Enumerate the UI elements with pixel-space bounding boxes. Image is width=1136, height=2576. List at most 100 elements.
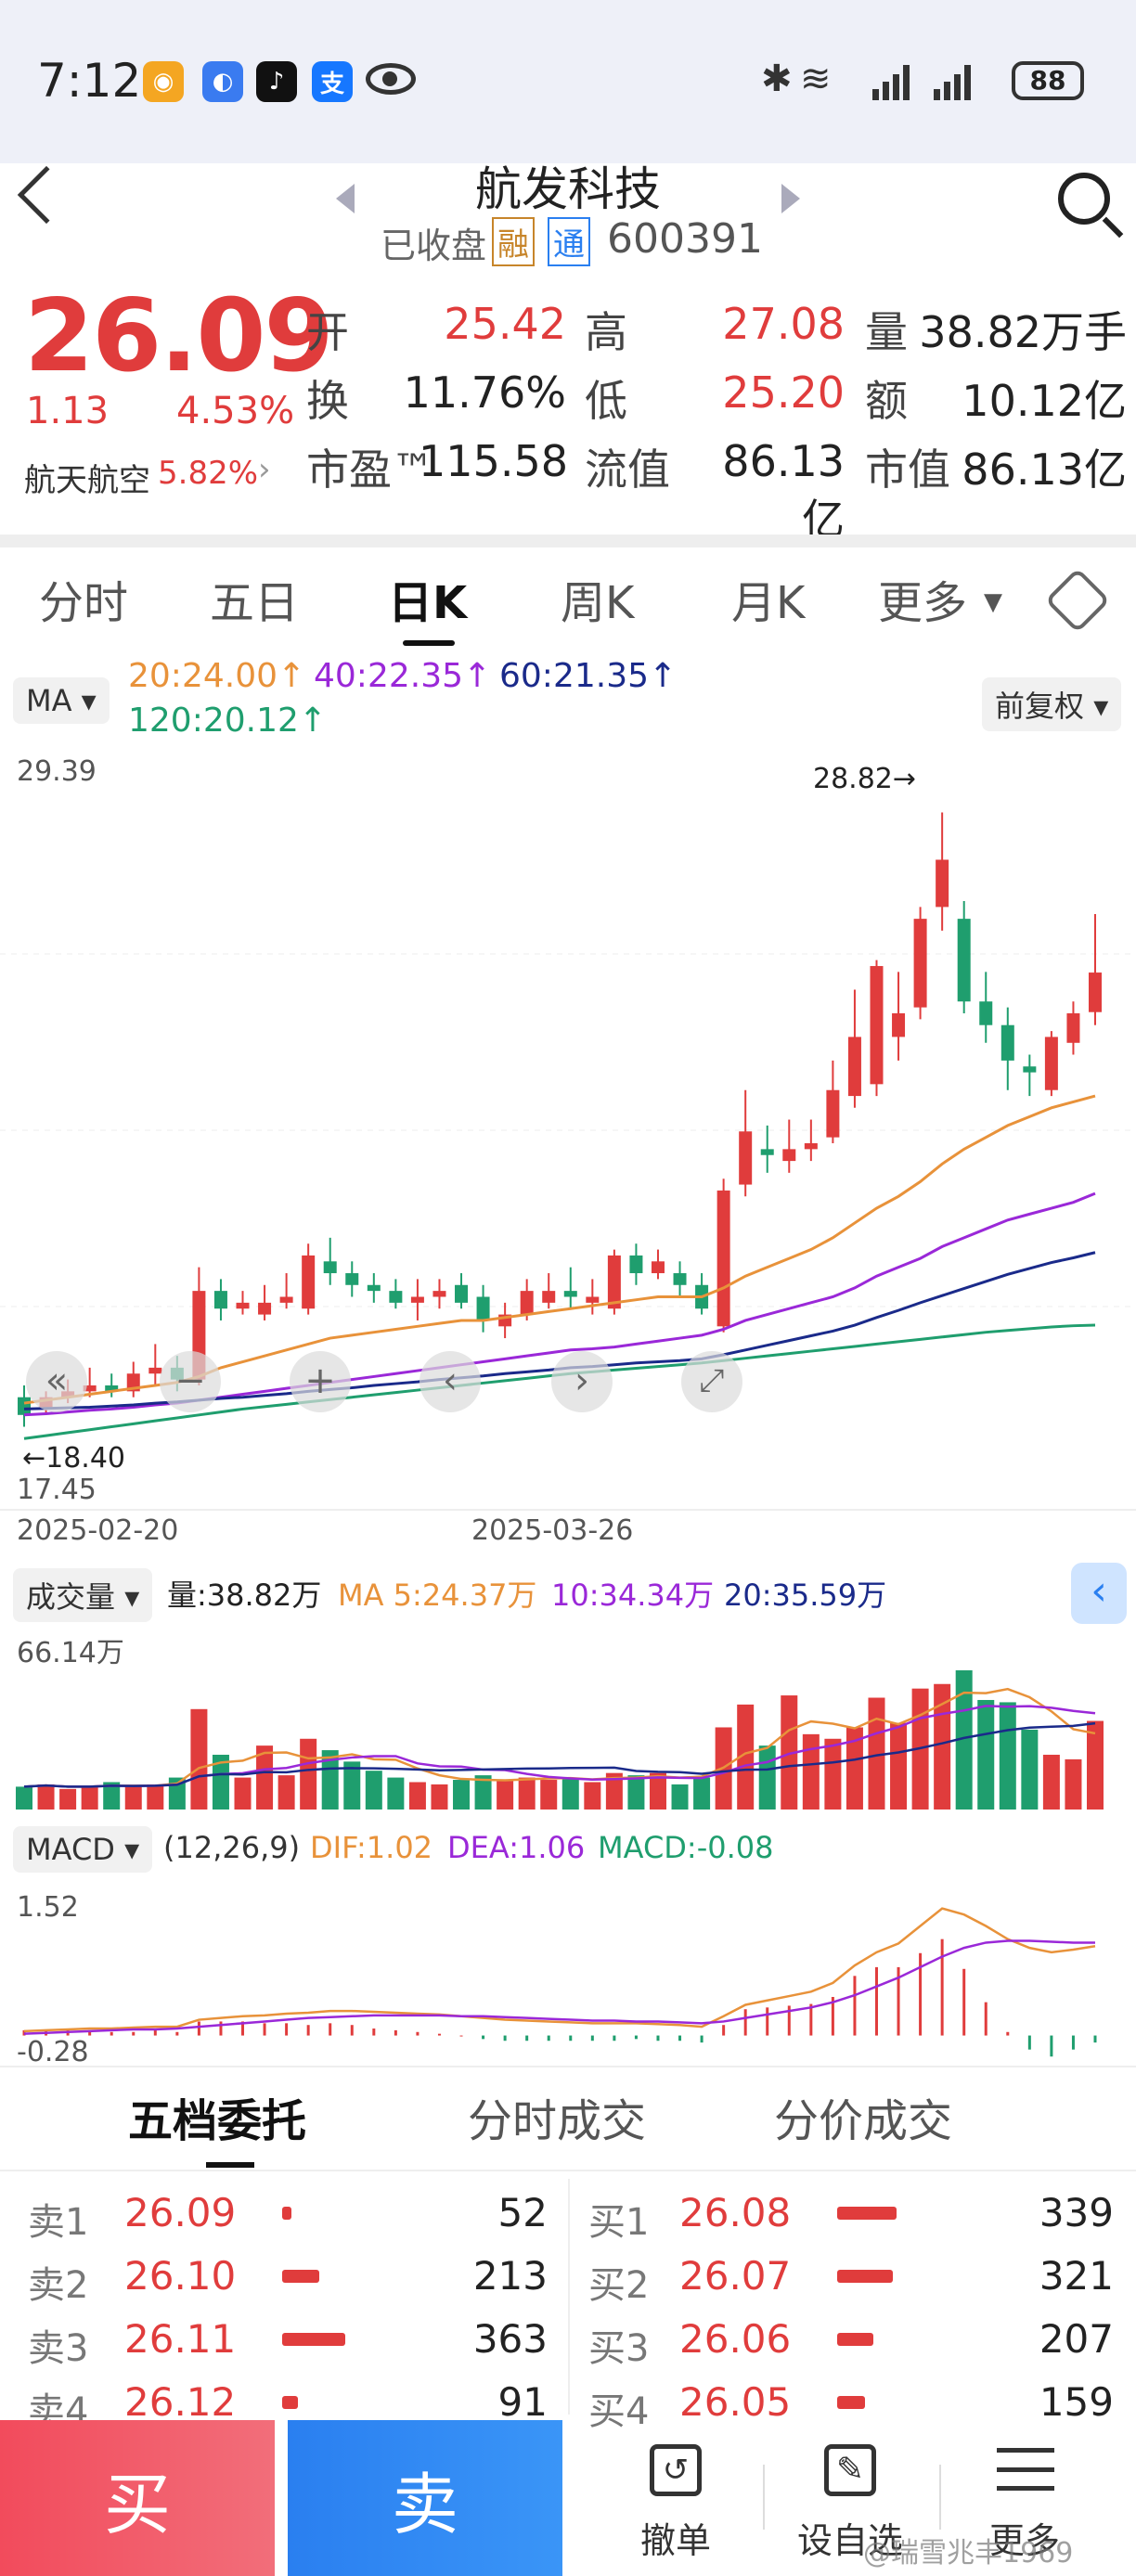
more-button[interactable]: 更多 [950,2420,1099,2576]
volume-bar [81,1786,98,1810]
macd-bar [853,1976,857,2036]
rewind-icon[interactable]: « [26,1351,87,1412]
settings-icon[interactable] [1044,567,1111,634]
macd-selector[interactable]: MACD ▾ [13,1826,153,1873]
adjust-selector[interactable]: 前复权 ▾ [982,677,1122,731]
macd-bar [132,2031,136,2036]
fullscreen-icon[interactable]: ⤢ [681,1351,742,1412]
cancel-order-button[interactable]: ↺ 撤单 [601,2420,750,2576]
macd-bar [743,2009,747,2036]
volume-ma20: 20:35.59万 [724,1578,887,1613]
prev-stock-icon[interactable] [336,184,355,213]
tab-monthly-k[interactable]: 月K [731,577,806,629]
sell-order-row[interactable]: 卖2 26.10 213 [0,2244,568,2307]
pe-label: 市盈™ [306,444,434,495]
candle-body [410,1296,424,1303]
back-icon[interactable] [17,165,76,225]
divider [939,2465,941,2530]
macd-bar [1050,2035,1053,2057]
right-icon[interactable]: › [551,1351,613,1412]
candle-body [83,1385,97,1392]
volume-chart [0,1661,1136,1810]
buy-order-row[interactable]: 买3 26.06 207 [568,2307,1136,2370]
volume-label: 量 [865,307,908,357]
macd-dea: DEA:1.06 [447,1830,586,1865]
tab-daily-k[interactable]: 日K [388,577,468,629]
buy-quantity: 321 [1039,2253,1114,2299]
market-state: 已收盘 [381,225,487,266]
macd-bar [809,2003,813,2036]
next-stock-icon[interactable] [781,184,800,213]
candle-body [476,1296,490,1320]
collapse-panel-icon[interactable]: ‹ [1071,1563,1127,1624]
sell-button[interactable]: 卖 [288,2420,562,2576]
chevron-right-icon[interactable]: › [258,451,271,488]
volume-bar [846,1727,863,1810]
volume-bar [234,1777,252,1810]
divider [0,1509,1136,1511]
volume-bar [365,1771,382,1810]
sector-name[interactable]: 航天航空 [24,462,150,499]
sell-order-row[interactable]: 卖1 26.09 52 [0,2181,568,2244]
amount-label: 额 [865,376,908,426]
dea-line [23,1939,1095,2035]
buy-order-row[interactable]: 买2 26.07 321 [568,2244,1136,2307]
volume-value: 38.82万手 [919,307,1127,357]
volume-bar [190,1708,208,1810]
volume-bar [103,1782,121,1810]
sell-level-label: 卖2 [28,2264,89,2307]
menu-icon [997,2448,1054,2491]
volume-bar [387,1777,405,1810]
macd-bar [459,2035,463,2037]
weibo-icon: ◉ [143,61,184,102]
macd-y-top: 1.52 [17,1891,79,1924]
candle-body [1000,1024,1014,1061]
active-tab-indicator [403,640,455,646]
sector-pct[interactable]: 5.82% [158,455,259,492]
buy-order-row[interactable]: 买4 26.05 159 [568,2370,1136,2433]
zoom-out-icon[interactable]: − [160,1351,221,1412]
left-icon[interactable]: ‹ [420,1351,481,1412]
candle-body [345,1273,359,1285]
tab-weekly-k[interactable]: 周K [561,577,635,629]
sell-order-row[interactable]: 卖3 26.11 363 [0,2307,568,2370]
volume-bar [890,1722,908,1810]
volume-bar [278,1775,295,1810]
market-cap-value: 86.13亿 [962,444,1127,495]
candle-body [279,1296,293,1303]
buy-button[interactable]: 买 [0,2420,275,2576]
macd-dif: DIF:1.02 [310,1830,433,1865]
macd-bar [350,2025,354,2036]
macd-bar [569,2035,573,2041]
status-time: 7:12 [37,54,142,108]
stock-code: 600391 [607,215,763,263]
volume-bar [649,1772,666,1810]
buy-volume-bar [837,2270,893,2283]
tab-price-distribution[interactable]: 分价成交 [774,2095,953,2147]
ma-selector[interactable]: MA ▾ [13,677,110,724]
volume-bar [124,1786,142,1810]
add-watchlist-button[interactable]: ✎ 设自选 [776,2420,924,2576]
tab-intraday[interactable]: 分时 [39,577,129,629]
volume-bar [59,1788,77,1810]
tab-more[interactable]: 更多 [878,577,968,629]
tiktok-icon: ♪ [256,61,297,102]
volume-selector[interactable]: 成交量 ▾ [13,1568,153,1622]
tab-five-day[interactable]: 五日 [210,577,300,629]
sell-order-row[interactable]: 卖4 26.12 91 [0,2370,568,2433]
dif-line [23,1907,1096,2033]
search-icon[interactable] [1058,173,1110,225]
amount-value: 10.12亿 [962,376,1127,426]
candle-body [148,1367,162,1374]
stock-name: 航发科技 [475,162,661,216]
candle-body [673,1273,687,1285]
zoom-in-icon[interactable]: + [290,1351,351,1412]
sell-volume-bar [282,2333,345,2346]
candle-body [258,1302,272,1315]
buy-order-row[interactable]: 买1 26.08 339 [568,2181,1136,2244]
tab-order-book[interactable]: 五档委托 [128,2095,307,2147]
volume-bar [562,1777,579,1810]
volume-ma20-line [23,1721,1096,1788]
sell-price: 26.11 [124,2316,237,2362]
tab-tick-trades[interactable]: 分时成交 [468,2095,647,2147]
